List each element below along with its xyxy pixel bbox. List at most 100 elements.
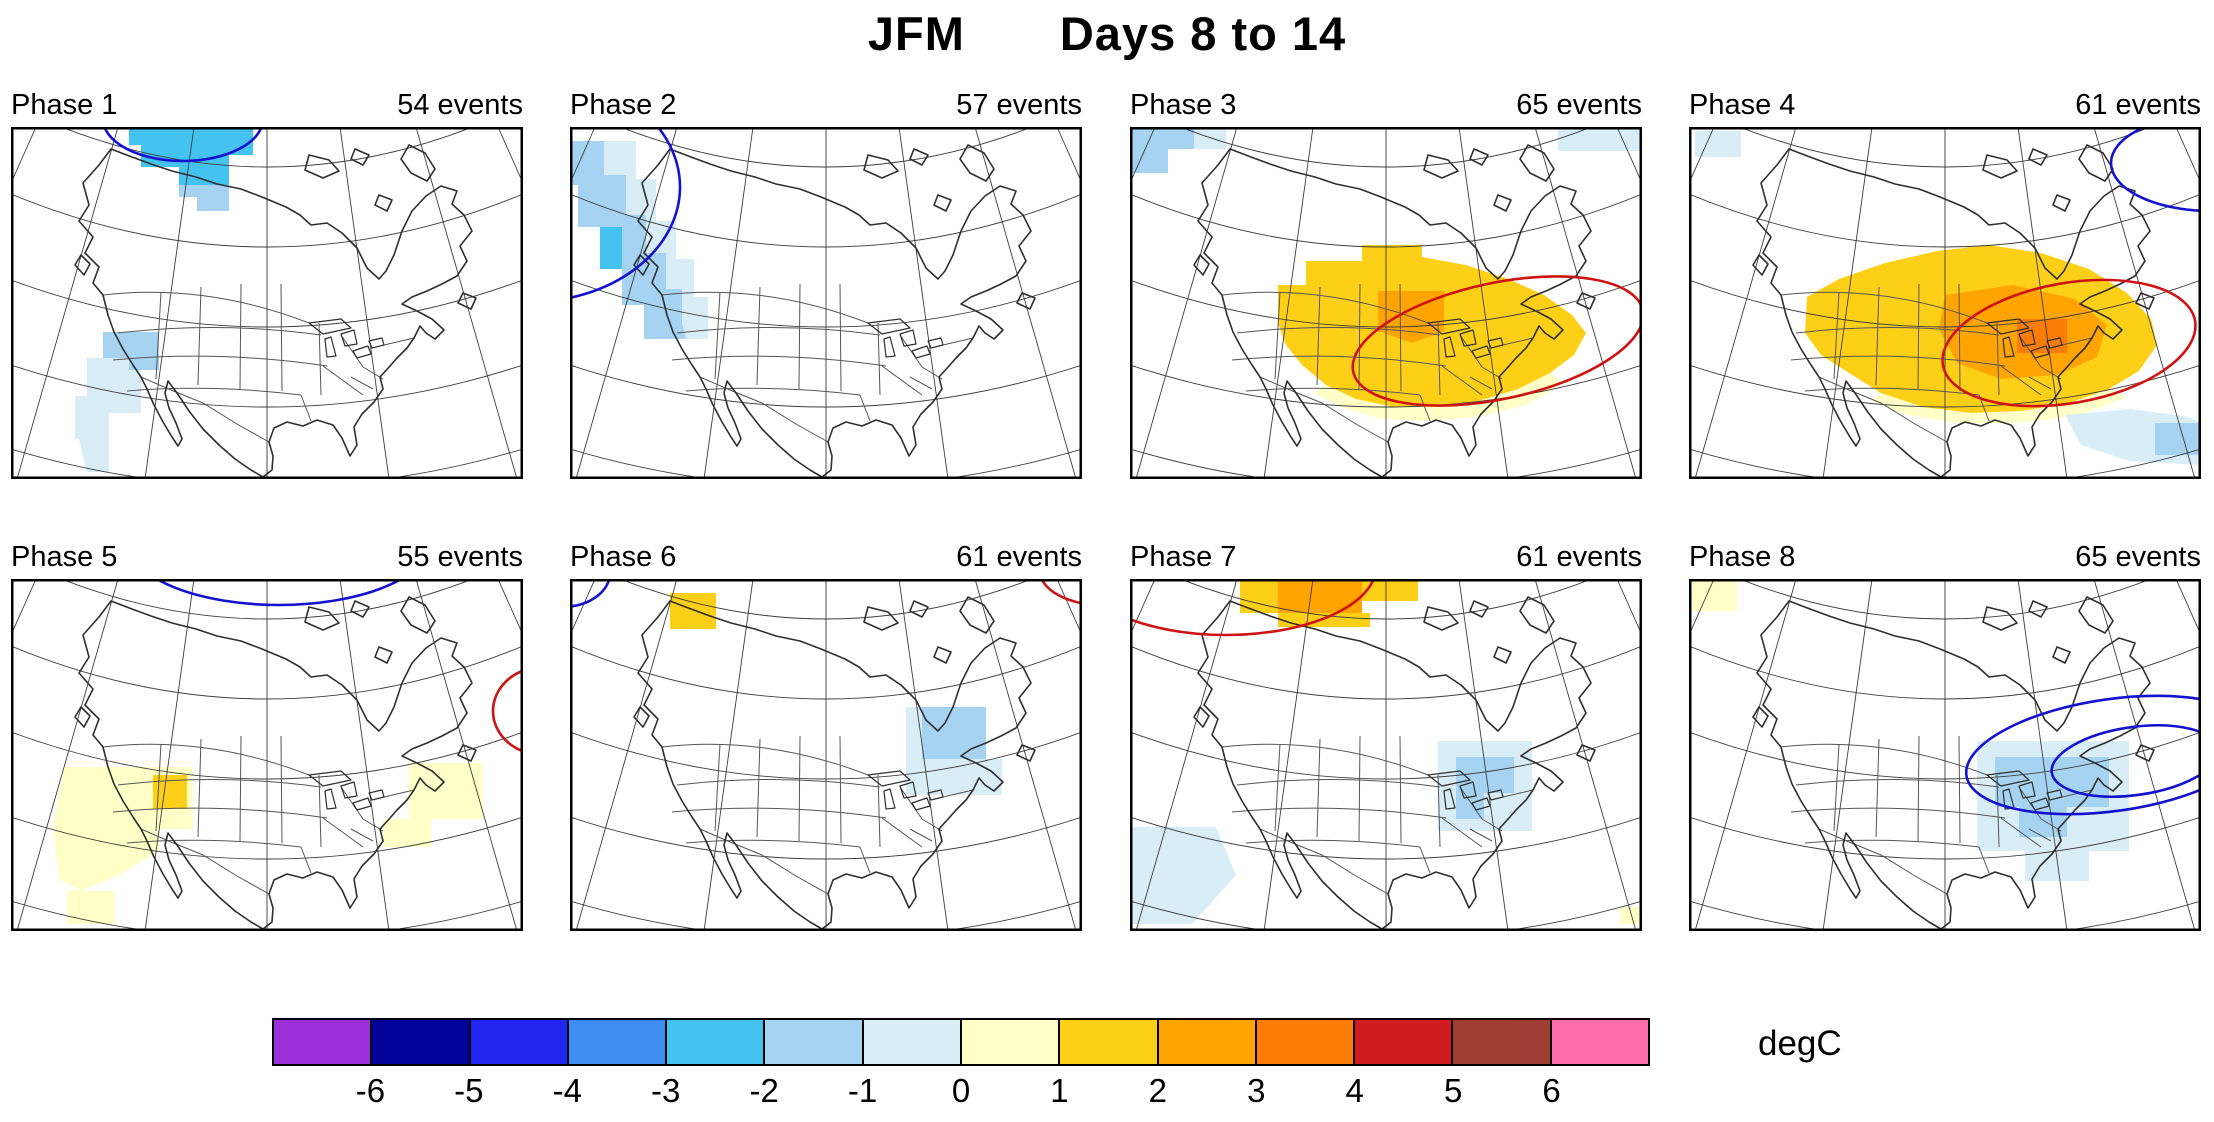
north-america-map	[1130, 127, 1642, 479]
title-season: JFM	[867, 7, 965, 60]
anomaly-patch	[103, 332, 159, 370]
events-count: 65 events	[1516, 89, 1642, 121]
colorbar-tick: -3	[651, 1072, 681, 1109]
panel-header: Phase 7 61 events	[1130, 540, 1642, 574]
colorbar-tick: -4	[552, 1072, 582, 1109]
colorbar-tick: 1	[1050, 1072, 1069, 1109]
colorbar-segment	[1060, 1020, 1159, 1064]
significance-contour	[1964, 694, 2201, 816]
events-count: 61 events	[2075, 89, 2201, 121]
anomaly-patch	[1278, 613, 1370, 627]
colorbar-segment	[1158, 1020, 1257, 1064]
anomaly-patch	[1871, 389, 2127, 423]
anomaly-patch	[1130, 827, 1236, 924]
colorbar-segment	[568, 1020, 668, 1064]
colorbar-segment	[961, 1020, 1061, 1064]
panel-header: Phase 4 61 events	[1689, 88, 2201, 122]
anomaly-patch	[1456, 757, 1514, 819]
anomaly-patch	[1689, 579, 1737, 611]
colorbar-tick: -2	[749, 1072, 779, 1109]
panel-frame	[11, 579, 523, 931]
significance-contour	[103, 127, 263, 163]
colorbar-tick: -1	[847, 1072, 878, 1109]
events-count: 54 events	[397, 89, 523, 121]
phase-label: Phase 4	[1689, 89, 1796, 121]
map-phase-5	[11, 579, 523, 931]
panel-header: Phase 8 65 events	[1689, 540, 2201, 574]
colorbar-segment	[667, 1020, 766, 1064]
colorbar-segment	[1551, 1020, 1648, 1064]
significance-contours	[1130, 579, 1376, 637]
anomaly-patch	[2025, 851, 2089, 881]
anomaly-patch	[600, 227, 622, 269]
colorbar-tick-labels: -6 -5 -4 -3 -2 -1 0 1 2 3 4 5 6	[272, 1072, 1650, 1114]
panel-frame	[570, 579, 1082, 931]
significance-contour	[1040, 579, 1082, 605]
significance-contour	[570, 579, 611, 608]
panel-frame	[11, 127, 523, 479]
panel-frame	[1689, 127, 2201, 479]
significance-contour	[2109, 127, 2201, 213]
anomaly-patches	[570, 141, 708, 339]
north-america-map	[570, 579, 1082, 931]
map-phase-2	[570, 127, 1082, 479]
anomaly-patch	[922, 707, 986, 759]
anomaly-patches	[75, 127, 253, 472]
anomaly-patch	[906, 707, 922, 759]
anomaly-patch	[409, 763, 483, 819]
panel-header: Phase 1 54 events	[11, 88, 523, 122]
events-count: 55 events	[397, 541, 523, 573]
colorbar-tick: 3	[1247, 1072, 1266, 1109]
events-count: 61 events	[956, 541, 1082, 573]
colorbar-tick: -5	[454, 1072, 484, 1109]
anomaly-patch	[1240, 579, 1278, 613]
phase-label: Phase 3	[1130, 89, 1237, 121]
colorbar-segment	[1355, 1020, 1454, 1064]
colorbar-segment	[1256, 1020, 1356, 1064]
anomaly-patch	[153, 775, 187, 809]
anomaly-patch	[1995, 757, 2109, 837]
colorbar-tick: -6	[355, 1072, 386, 1109]
panel-header: Phase 5 55 events	[11, 540, 523, 574]
colorbar-segment	[274, 1020, 373, 1064]
anomaly-patch	[1130, 127, 1194, 173]
figure-title: JFM Days 8 to 14	[0, 6, 2214, 61]
anomaly-patch	[1362, 579, 1418, 601]
panel-frame	[1130, 579, 1642, 931]
significance-contour	[491, 669, 523, 753]
map-phase-3	[1130, 127, 1642, 479]
panel-frame	[1130, 127, 1642, 479]
panel-phase-5: Phase 5 55 events	[11, 540, 523, 931]
colorbar-tick: 6	[1542, 1072, 1561, 1109]
phase-label: Phase 7	[1130, 541, 1237, 573]
map-phase-7	[1130, 579, 1642, 931]
panel-header: Phase 2 57 events	[570, 88, 1082, 122]
colorbar-segment	[863, 1020, 962, 1064]
anomaly-patch	[1620, 907, 1642, 924]
map-phase-4	[1689, 127, 2201, 479]
panel-phase-6: Phase 6 61 events	[570, 540, 1082, 931]
anomaly-patch	[79, 439, 109, 472]
anomaly-patches	[670, 593, 1002, 795]
significance-contour	[1351, 275, 1642, 407]
significance-contours	[154, 579, 523, 753]
significance-contour	[1941, 278, 2197, 408]
colorbar-tick: 5	[1443, 1072, 1463, 1109]
colorbar-segment	[1453, 1020, 1552, 1064]
anomaly-patch	[67, 891, 115, 924]
anomaly-patches	[1695, 131, 2201, 465]
panel-phase-8: Phase 8 65 events	[1689, 540, 2201, 931]
events-count: 57 events	[956, 89, 1082, 121]
events-count: 65 events	[2075, 541, 2201, 573]
panel-frame	[1689, 579, 2201, 931]
anomaly-patch	[670, 593, 716, 629]
significance-contours	[1351, 275, 1642, 407]
events-count: 61 events	[1516, 541, 1642, 573]
anomaly-patch	[1695, 131, 1741, 157]
anomaly-patch	[129, 127, 253, 185]
panel-header: Phase 3 65 events	[1130, 88, 1642, 122]
phase-label: Phase 2	[570, 89, 677, 121]
significance-contour	[2050, 724, 2201, 798]
phase-label: Phase 8	[1689, 541, 1796, 573]
